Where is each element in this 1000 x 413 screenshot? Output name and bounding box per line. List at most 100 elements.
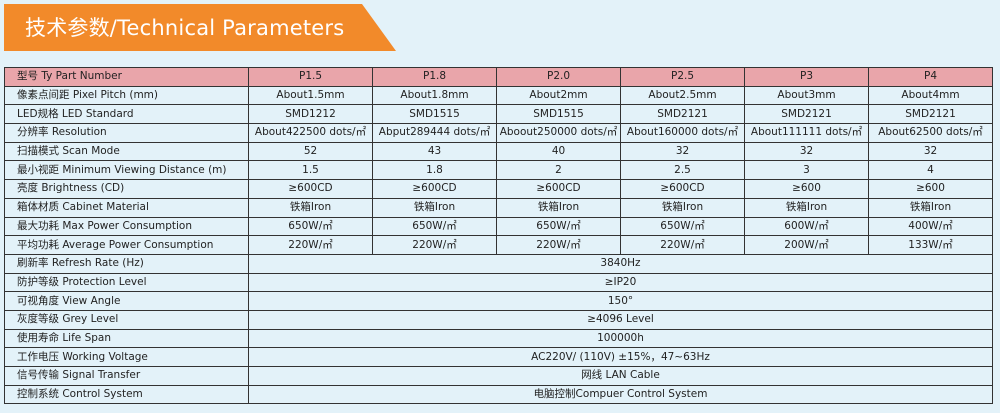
row-value: About3mm [744,85,869,106]
row-value: About1.8mm [372,85,497,106]
shared-value: 电脑控制Compuer Control System [248,384,993,405]
row-label: 灰度等级 Grey Level [4,309,249,330]
row-value: ≥600 [744,179,869,199]
section-title-banner: 技术参数/Technical Parameters [4,4,396,51]
row-value: 650W/㎡ [248,216,373,237]
table-row: LED规格 LED Standard SMD1212 SMD1515 SMD1515 S… [4,104,993,125]
row-value: SMD2121 [620,104,745,125]
model-header: P4 [868,67,993,87]
row-value: 40 [496,141,621,162]
table-row: 分辨率 Resolution About422500 dots/㎡ Abput289… [4,123,993,143]
row-value: 650W/㎡ [372,216,497,237]
shared-value: ≥4096 Level [248,309,993,330]
table-row: 箱体材质 Cabinet Material 铁箱Iron 铁箱Iron 铁箱Iron 铁… [4,197,993,218]
row-value: 1.8 [372,160,497,181]
table-row: 信号传输 Signal Transfer 网线 LAN Cable [4,366,993,386]
row-label: 可视角度 View Angle [4,291,249,311]
row-value: 铁箱Iron [496,197,621,218]
shared-value: 网线 LAN Cable [248,366,993,386]
row-value: 32 [620,141,745,162]
row-value: About111111 dots/㎡ [744,123,869,143]
row-value: SMD1515 [496,104,621,125]
row-label: 亮度 Brightness (CD) [4,179,249,199]
model-header: P2.0 [496,67,621,87]
row-value: About160000 dots/㎡ [620,123,745,143]
row-label: 工作电压 Working Voltage [4,347,249,367]
row-label: LED规格 LED Standard [4,104,249,125]
row-value: About422500 dots/㎡ [248,123,373,143]
shared-value: 150° [248,291,993,311]
row-label: 箱体材质 Cabinet Material [4,197,249,218]
row-value: 220W/㎡ [620,235,745,255]
row-value: ≥600 [868,179,993,199]
shared-value: AC220V/ (110V) ±15%，47~63Hz [248,347,993,367]
table-row: 可视角度 View Angle 150° [4,291,993,311]
row-label: 信号传输 Signal Transfer [4,366,249,386]
row-value: 52 [248,141,373,162]
table-row: 最小视距 Minimum Viewing Distance (m) 1.5 1.8 2… [4,160,993,181]
row-value: 2.5 [620,160,745,181]
model-header: P3 [744,67,869,87]
row-value: SMD2121 [868,104,993,125]
model-header: P2.5 [620,67,745,87]
row-value: 220W/㎡ [372,235,497,255]
row-value: 650W/㎡ [496,216,621,237]
table-row: 防护等级 Protection Level ≥IP20 [4,272,993,293]
row-value: 200W/㎡ [744,235,869,255]
shared-value: ≥IP20 [248,272,993,293]
table-row: 平均功耗 Average Power Consumption 220W/㎡ 220W… [4,235,993,255]
row-value: 铁箱Iron [744,197,869,218]
shared-value: 100000h [248,328,993,349]
page-title: 技术参数/Technical Parameters [25,16,345,40]
row-value: SMD2121 [744,104,869,125]
row-value: ≥600CD [496,179,621,199]
model-header: P1.5 [248,67,373,87]
row-label: 最大功耗 Max Power Consumption [4,216,249,237]
row-value: About62500 dots/㎡ [868,123,993,143]
row-value: 1.5 [248,160,373,181]
table-header-row: 型号 Ty Part Number P1.5 P1.8 P2.0 P2.5 P3 P4 [4,67,993,87]
table-row: 亮度 Brightness (CD) ≥600CD ≥600CD ≥600CD ≥600… [4,179,993,199]
row-label: 扫描模式 Scan Mode [4,141,249,162]
table-row: 扫描模式 Scan Mode 52 43 40 32 32 32 [4,141,993,162]
row-label: 使用寿命 Life Span [4,328,249,349]
table-row: 刷新率 Refresh Rate (Hz) 3840Hz [4,253,993,274]
row-value: SMD1212 [248,104,373,125]
row-value: 铁箱Iron [868,197,993,218]
row-value: 2 [496,160,621,181]
table-row: 工作电压 Working Voltage AC220V/ (110V) ±15%，… [4,347,993,367]
shared-value: 3840Hz [248,253,993,274]
row-value: About2.5mm [620,85,745,106]
row-value: Aboout250000 dots/㎡ [496,123,621,143]
row-value: About4mm [868,85,993,106]
table-row: 灰度等级 Grey Level ≥4096 Level [4,309,993,330]
row-value: ≥600CD [620,179,745,199]
row-label: 分辨率 Resolution [4,123,249,143]
row-value: 4 [868,160,993,181]
row-value: 133W/㎡ [868,235,993,255]
row-value: 220W/㎡ [248,235,373,255]
row-value: Abput289444 dots/㎡ [372,123,497,143]
header-label: 型号 Ty Part Number [4,67,249,87]
row-value: 400W/㎡ [868,216,993,237]
technical-parameters-table: 型号 Ty Part Number P1.5 P1.8 P2.0 P2.5 P3 P4 像素点… [4,67,993,405]
row-value: 3 [744,160,869,181]
table-row: 使用寿命 Life Span 100000h [4,328,993,349]
row-value: 43 [372,141,497,162]
row-value: 铁箱Iron [620,197,745,218]
row-value: ≥600CD [372,179,497,199]
row-value: 32 [744,141,869,162]
row-value: About2mm [496,85,621,106]
row-value: 220W/㎡ [496,235,621,255]
table-row: 像素点间距 Pixel Pitch (mm) About1.5mm About1.8… [4,85,993,106]
row-label: 防护等级 Protection Level [4,272,249,293]
table-row: 控制系统 Control System 电脑控制Compuer Control S… [4,384,993,405]
row-value: 铁箱Iron [372,197,497,218]
row-value: 650W/㎡ [620,216,745,237]
row-label: 平均功耗 Average Power Consumption [4,235,249,255]
row-label: 最小视距 Minimum Viewing Distance (m) [4,160,249,181]
row-value: ≥600CD [248,179,373,199]
row-label: 刷新率 Refresh Rate (Hz) [4,253,249,274]
row-value: 32 [868,141,993,162]
row-value: 600W/㎡ [744,216,869,237]
